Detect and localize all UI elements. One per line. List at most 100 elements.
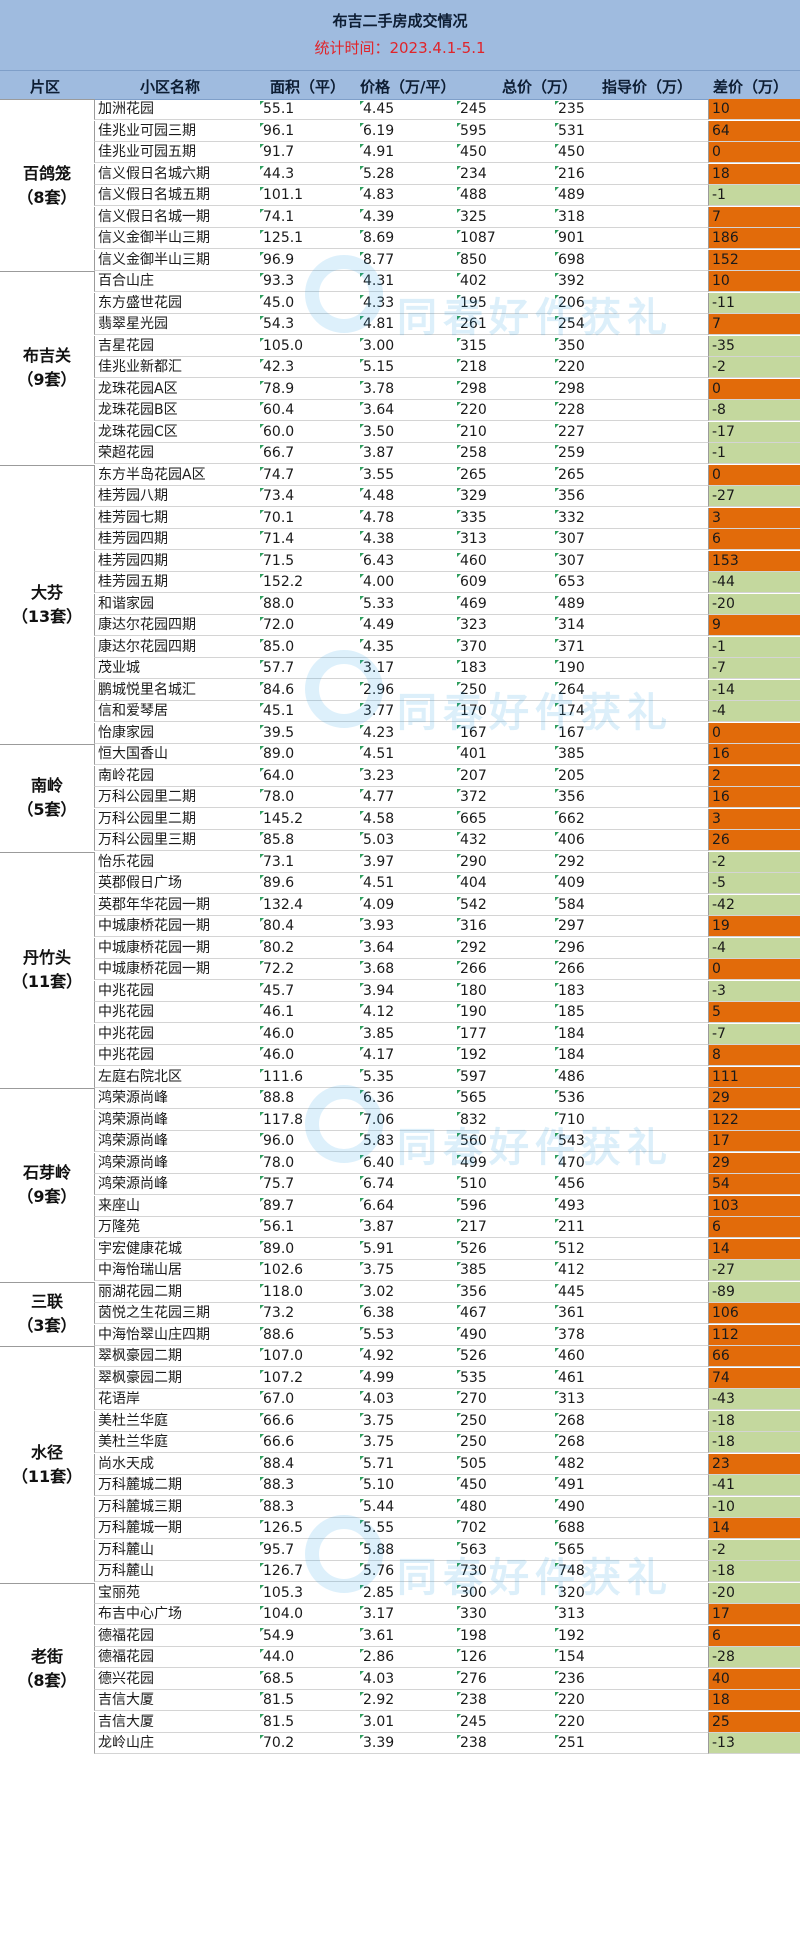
cell-name: 中兆花园	[94, 1023, 260, 1045]
cell-guide: 565	[555, 1540, 708, 1561]
cell-name: 万科麓城二期	[94, 1475, 260, 1496]
text-number-marker-icon	[457, 1176, 461, 1180]
cell-diff: 106	[708, 1303, 800, 1324]
text-number-marker-icon	[555, 509, 559, 514]
cell-guide: 412	[555, 1260, 708, 1281]
cell-diff: -28	[708, 1647, 800, 1668]
cell-name: 康达尔花园四期	[94, 615, 260, 636]
cell-name: 丽湖花园二期	[94, 1281, 260, 1303]
cell-name: 中海怡瑞山居	[94, 1260, 260, 1281]
cell-name: 恒大国香山	[94, 744, 260, 765]
cell-price: 6.64	[360, 1196, 457, 1217]
cell-total: 460	[457, 551, 555, 572]
text-number-marker-icon	[360, 208, 364, 213]
cell-name: 加洲花园	[94, 99, 260, 120]
cell-price: 3.23	[360, 766, 457, 787]
cell-area: 60.0	[260, 422, 360, 443]
district-name: 南岭	[30, 776, 63, 796]
district-cell: 大芬 （13套）	[0, 464, 94, 744]
text-number-marker-icon	[457, 1197, 461, 1202]
cell-guide: 489	[555, 594, 708, 615]
cell-price: 3.39	[360, 1733, 457, 1754]
cell-name: 茵悦之生花园三期	[94, 1303, 260, 1324]
cell-area: 73.1	[260, 852, 360, 873]
cell-name: 鸿荣源尚峰	[94, 1088, 260, 1109]
cell-guide: 512	[555, 1239, 708, 1260]
column-header-name: 小区名称	[140, 78, 201, 96]
cell-name: 鸿荣源尚峰	[94, 1131, 260, 1152]
cell-total: 218	[457, 357, 555, 378]
text-number-marker-icon	[555, 982, 559, 987]
text-number-marker-icon	[360, 1412, 364, 1417]
cell-price: 5.88	[360, 1540, 457, 1561]
cell-name: 佳兆业新都汇	[94, 357, 260, 378]
text-number-marker-icon	[457, 1649, 461, 1653]
text-number-marker-icon	[457, 423, 461, 428]
text-number-marker-icon	[360, 853, 364, 858]
cell-name: 宝丽苑	[94, 1582, 260, 1604]
district-cell: 丹竹头 （11套）	[0, 851, 94, 1088]
text-number-marker-icon	[360, 144, 364, 148]
district-name: 三联	[30, 1292, 63, 1312]
cell-guide: 307	[555, 529, 708, 550]
cell-total: 276	[457, 1669, 555, 1690]
cell-area: 45.7	[260, 981, 360, 1002]
text-number-marker-icon	[457, 466, 461, 471]
cell-guide: 450	[555, 142, 708, 163]
text-number-marker-icon	[260, 1455, 264, 1460]
text-number-marker-icon	[260, 380, 264, 385]
district-count: （9套）	[17, 1187, 77, 1207]
cell-area: 117.8	[260, 1110, 360, 1131]
cell-total: 292	[457, 938, 555, 959]
text-number-marker-icon	[457, 595, 461, 600]
text-number-marker-icon	[260, 1563, 264, 1567]
cell-name: 桂芳园五期	[94, 572, 260, 593]
text-number-marker-icon	[555, 1047, 559, 1051]
cell-diff: -17	[708, 421, 800, 443]
table-row: 中兆花园 46.0 4.17 192 184 8	[0, 1045, 800, 1066]
text-number-marker-icon	[260, 1369, 264, 1374]
text-number-marker-icon	[260, 1283, 264, 1288]
text-number-marker-icon	[555, 187, 559, 191]
cell-guide: 313	[555, 1604, 708, 1625]
text-number-marker-icon	[555, 1154, 559, 1159]
text-number-marker-icon	[360, 574, 364, 578]
district-name: 丹竹头	[22, 948, 71, 968]
text-number-marker-icon	[555, 144, 559, 148]
text-number-marker-icon	[555, 574, 559, 578]
cell-area: 88.4	[260, 1454, 360, 1475]
cell-name: 翡翠星光园	[94, 314, 260, 335]
cell-diff: -20	[708, 593, 800, 615]
cell-price: 8.69	[360, 228, 457, 249]
cell-guide: 220	[555, 1712, 708, 1733]
cell-diff: -43	[708, 1389, 800, 1410]
cell-guide: 748	[555, 1561, 708, 1582]
text-number-marker-icon	[360, 1197, 364, 1202]
cell-price: 5.91	[360, 1239, 457, 1260]
cell-guide: 456	[555, 1174, 708, 1195]
text-number-marker-icon	[360, 122, 364, 127]
text-number-marker-icon	[457, 101, 461, 105]
text-number-marker-icon	[360, 230, 364, 234]
cell-name: 南岭花园	[94, 765, 260, 787]
text-number-marker-icon	[457, 337, 461, 342]
cell-name: 布吉中心广场	[94, 1604, 260, 1625]
cell-total: 325	[457, 207, 555, 228]
cell-name: 龙岭山庄	[94, 1733, 260, 1754]
table-row: 宇宏健康花城 89.0 5.91 526 512 14	[0, 1238, 800, 1260]
cell-price: 4.83	[360, 185, 457, 206]
cell-area: 57.7	[260, 658, 360, 679]
cell-guide: 406	[555, 830, 708, 851]
cell-diff: 14	[708, 1518, 800, 1539]
cell-diff: -3	[708, 980, 800, 1002]
table-row: 吉星花园 105.0 3.00 315 350 -35	[0, 335, 800, 357]
text-number-marker-icon	[260, 1176, 264, 1180]
text-number-marker-icon	[260, 208, 264, 213]
cell-total: 270	[457, 1389, 555, 1410]
text-number-marker-icon	[260, 1197, 264, 1202]
cell-diff: -7	[708, 1023, 800, 1045]
text-number-marker-icon	[555, 1133, 559, 1137]
cell-name: 尚水天成	[94, 1453, 260, 1475]
text-number-marker-icon	[555, 316, 559, 320]
cell-guide: 698	[555, 250, 708, 271]
